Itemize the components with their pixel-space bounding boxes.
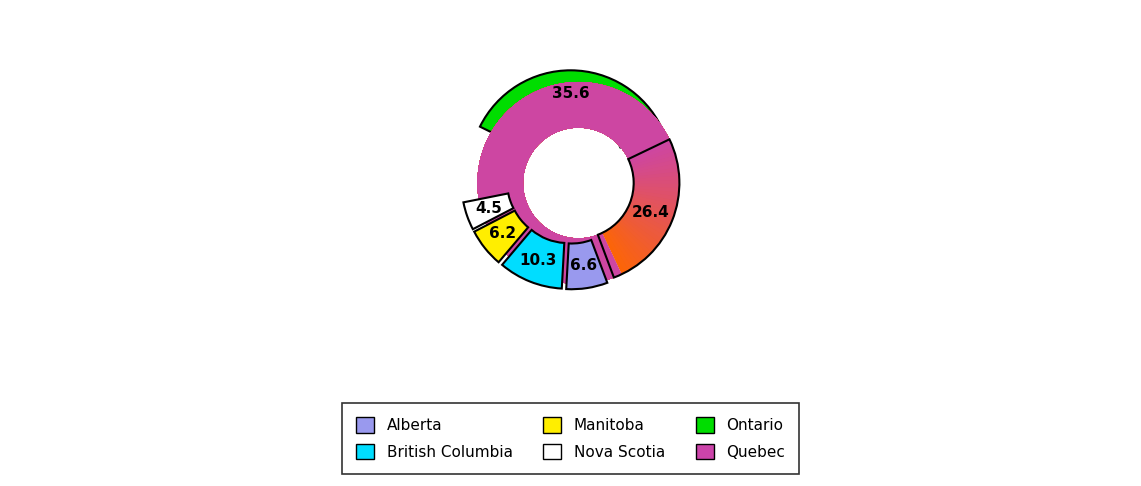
Wedge shape <box>477 82 675 284</box>
Wedge shape <box>477 82 679 284</box>
Wedge shape <box>477 82 679 284</box>
Wedge shape <box>477 82 679 284</box>
Wedge shape <box>477 82 679 284</box>
Wedge shape <box>477 82 679 284</box>
Wedge shape <box>477 82 677 284</box>
Wedge shape <box>477 82 679 284</box>
Wedge shape <box>477 82 679 284</box>
Wedge shape <box>477 82 679 284</box>
Wedge shape <box>477 82 679 284</box>
Text: 35.6: 35.6 <box>552 86 590 101</box>
Legend: Alberta, British Columbia, Manitoba, Nova Scotia, Ontario, Quebec: Alberta, British Columbia, Manitoba, Nov… <box>342 403 799 473</box>
Wedge shape <box>600 234 618 276</box>
Text: 6.6: 6.6 <box>570 258 597 273</box>
Wedge shape <box>477 82 678 284</box>
Wedge shape <box>477 82 679 284</box>
Wedge shape <box>463 193 513 229</box>
Wedge shape <box>477 82 679 284</box>
Wedge shape <box>477 82 679 284</box>
Wedge shape <box>477 82 679 284</box>
Wedge shape <box>475 210 528 262</box>
Wedge shape <box>477 82 679 284</box>
Wedge shape <box>477 82 679 284</box>
Wedge shape <box>477 82 679 284</box>
Wedge shape <box>502 230 565 289</box>
Wedge shape <box>477 82 679 284</box>
Wedge shape <box>477 82 679 284</box>
Wedge shape <box>477 82 679 284</box>
Wedge shape <box>477 82 679 284</box>
Wedge shape <box>477 82 671 284</box>
Wedge shape <box>477 82 674 284</box>
Text: 6.2: 6.2 <box>489 226 517 242</box>
Wedge shape <box>477 82 678 284</box>
Wedge shape <box>477 82 679 284</box>
Wedge shape <box>477 82 679 284</box>
Wedge shape <box>598 234 617 278</box>
Wedge shape <box>477 82 679 284</box>
Wedge shape <box>477 82 679 284</box>
Text: 4.5: 4.5 <box>476 201 502 216</box>
Wedge shape <box>480 70 662 147</box>
Wedge shape <box>477 82 679 284</box>
Wedge shape <box>477 82 679 284</box>
Wedge shape <box>477 82 679 284</box>
Text: 26.4: 26.4 <box>632 205 670 220</box>
Wedge shape <box>477 82 679 284</box>
Wedge shape <box>477 82 679 284</box>
Wedge shape <box>566 240 607 289</box>
Wedge shape <box>477 82 679 284</box>
Text: 10.3: 10.3 <box>520 253 557 268</box>
Wedge shape <box>477 82 673 284</box>
Wedge shape <box>477 82 679 284</box>
